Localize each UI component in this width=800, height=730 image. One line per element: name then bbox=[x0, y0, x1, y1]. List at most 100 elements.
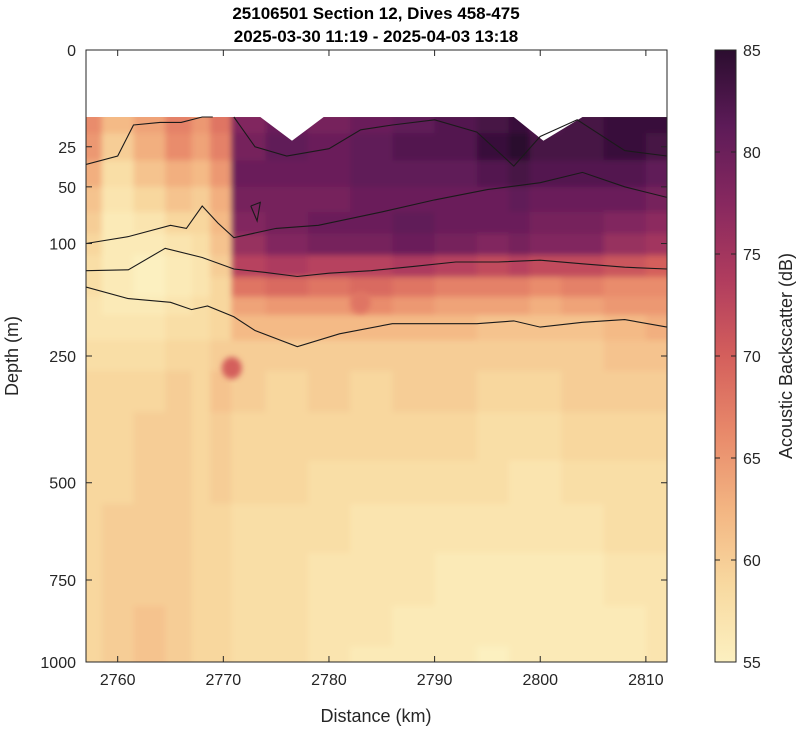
heatmap-cell bbox=[561, 211, 605, 235]
heatmap-cell bbox=[86, 255, 103, 278]
heatmap-cell bbox=[265, 276, 309, 298]
heatmap-cell bbox=[434, 605, 478, 648]
heatmap-cell bbox=[603, 276, 647, 298]
heatmap-cell bbox=[529, 296, 562, 316]
heatmap-cell bbox=[434, 211, 478, 235]
heatmap-cell bbox=[434, 412, 478, 462]
heatmap-cell bbox=[210, 503, 232, 554]
heatmap-cell bbox=[350, 233, 393, 256]
heatmap-cell bbox=[307, 412, 351, 462]
heatmap-cell bbox=[231, 233, 267, 256]
heatmap-cell bbox=[231, 276, 267, 298]
heatmap-cell bbox=[86, 460, 103, 505]
heatmap-cell bbox=[265, 503, 309, 554]
heatmap-cell bbox=[133, 503, 166, 554]
x-tick-label: 2800 bbox=[522, 672, 558, 689]
heatmap-cell bbox=[231, 605, 267, 648]
heatmap-cell bbox=[476, 233, 510, 256]
x-tick-label: 2770 bbox=[206, 672, 242, 689]
heatmap-cell bbox=[101, 186, 135, 213]
heatmap-cell bbox=[86, 315, 103, 341]
heatmap-feature bbox=[221, 357, 242, 380]
colorbar-tick-label: 85 bbox=[743, 43, 761, 60]
heatmap-cell bbox=[561, 370, 605, 413]
heatmap-cell bbox=[231, 552, 267, 607]
x-axis-ticks: 2760 2770 2780 2790 2800 2810 bbox=[100, 50, 664, 689]
heatmap-cell bbox=[231, 646, 267, 662]
heatmap-cell bbox=[191, 276, 211, 298]
y-tick-label: 100 bbox=[49, 237, 76, 254]
heatmap-cell bbox=[529, 503, 562, 554]
heatmap-cell bbox=[529, 233, 562, 256]
x-tick-label: 2790 bbox=[417, 672, 453, 689]
heatmap-cell bbox=[165, 503, 193, 554]
heatmap-cell bbox=[191, 133, 211, 161]
heatmap-cell bbox=[191, 233, 211, 256]
heatmap-cell bbox=[210, 315, 232, 341]
heatmap-cell bbox=[645, 211, 667, 235]
heatmap-cell bbox=[165, 186, 193, 213]
heatmap-feature bbox=[350, 291, 371, 314]
heatmap-cell bbox=[434, 133, 478, 161]
heatmap-cell bbox=[434, 186, 478, 213]
heatmap-cell bbox=[86, 233, 103, 256]
heatmap-cell bbox=[508, 276, 531, 298]
y-tick-label: 50 bbox=[58, 180, 76, 197]
heatmap-cell bbox=[265, 315, 309, 341]
heatmap-cell bbox=[133, 160, 166, 188]
heatmap-cell bbox=[231, 255, 267, 278]
heatmap-cell bbox=[434, 160, 478, 188]
x-axis-label: Distance (km) bbox=[320, 706, 431, 726]
heatmap-cell bbox=[508, 186, 531, 213]
heatmap-cell bbox=[476, 605, 510, 648]
heatmap-cell bbox=[133, 276, 166, 298]
heatmap-cell bbox=[434, 296, 478, 316]
heatmap-cell bbox=[529, 340, 562, 372]
heatmap-cell bbox=[265, 211, 309, 235]
heatmap-cell bbox=[265, 460, 309, 505]
heatmap-cell bbox=[561, 460, 605, 505]
heatmap-cell bbox=[265, 296, 309, 316]
heatmap-cell bbox=[350, 412, 393, 462]
heatmap-cell bbox=[476, 460, 510, 505]
colorbar-tick-label: 65 bbox=[743, 451, 761, 468]
y-tick-label: 0 bbox=[67, 43, 76, 60]
heatmap-cell bbox=[191, 552, 211, 607]
heatmap-cell bbox=[392, 133, 436, 161]
heatmap-cell bbox=[476, 646, 510, 662]
colorbar-tick-label: 60 bbox=[743, 553, 761, 570]
heatmap-cell bbox=[210, 552, 232, 607]
heatmap-cell bbox=[231, 296, 267, 316]
heatmap-cell bbox=[265, 160, 309, 188]
heatmap-cell bbox=[603, 211, 647, 235]
heatmap-cell bbox=[603, 160, 647, 188]
heatmap-cell bbox=[265, 233, 309, 256]
heatmap-cell bbox=[307, 370, 351, 413]
colorbar-label: Acoustic Backscatter (dB) bbox=[776, 253, 796, 459]
heatmap-cell bbox=[350, 370, 393, 413]
heatmap-cell bbox=[434, 315, 478, 341]
heatmap-cell bbox=[529, 276, 562, 298]
heatmap-cell bbox=[101, 646, 135, 662]
heatmap-cell bbox=[392, 370, 436, 413]
heatmap-cell bbox=[86, 503, 103, 554]
heatmap-cell bbox=[645, 160, 667, 188]
heatmap-cell bbox=[603, 460, 647, 505]
heatmap-cell bbox=[529, 315, 562, 341]
heatmap-cell bbox=[392, 552, 436, 607]
heatmap-cell bbox=[434, 370, 478, 413]
heatmap-cell bbox=[133, 552, 166, 607]
heatmap-cell bbox=[165, 276, 193, 298]
heatmap-cell bbox=[231, 211, 267, 235]
heatmap-cell bbox=[561, 646, 605, 662]
heatmap-cell bbox=[165, 315, 193, 341]
heatmap-cell bbox=[392, 646, 436, 662]
heatmap-cell bbox=[191, 646, 211, 662]
heatmap-cell bbox=[508, 646, 531, 662]
x-tick-label: 2780 bbox=[311, 672, 347, 689]
heatmap-cell bbox=[165, 255, 193, 278]
heatmap-cell bbox=[603, 133, 647, 161]
heatmap-cell bbox=[350, 552, 393, 607]
heatmap-cell bbox=[508, 460, 531, 505]
